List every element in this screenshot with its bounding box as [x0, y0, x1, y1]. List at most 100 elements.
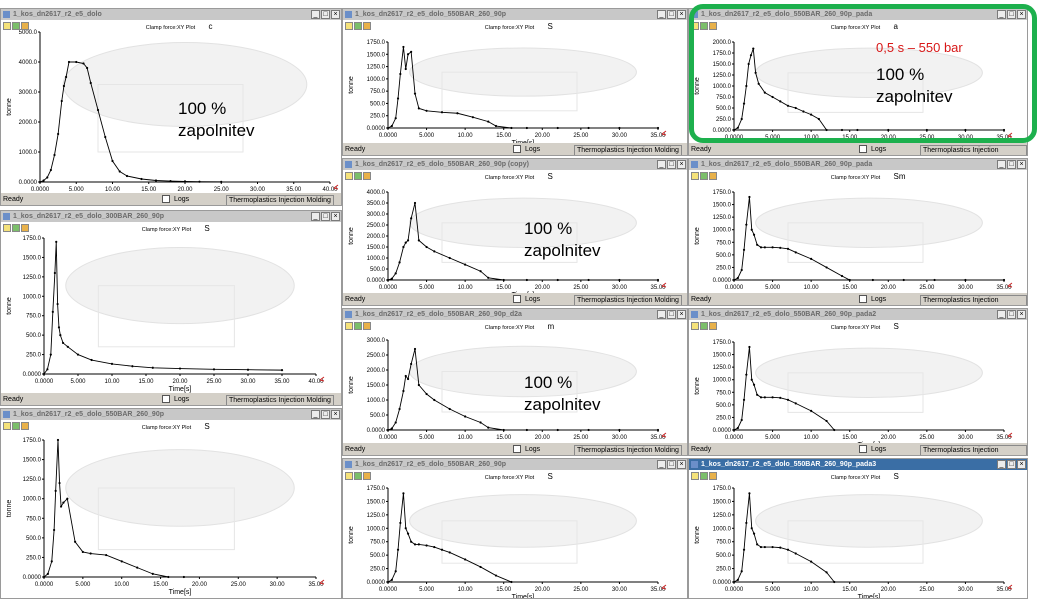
toolbar-play-icon[interactable]: [700, 22, 708, 30]
minimize-button[interactable]: _: [657, 460, 666, 469]
toolbar-info-icon[interactable]: [691, 322, 699, 330]
x-tick-label: 20.00: [881, 435, 897, 441]
close-button[interactable]: ×: [677, 460, 686, 469]
maximize-button[interactable]: □: [321, 410, 330, 419]
logs-checkbox[interactable]: Logs: [162, 194, 189, 205]
logs-checkbox[interactable]: Logs: [513, 294, 540, 305]
plot-window[interactable]: 1_kos_dn2617_r2_e5_dolo_550BAR_260_90p _…: [342, 458, 688, 599]
logs-checkbox[interactable]: Logs: [859, 294, 886, 305]
toolbar-settings-icon[interactable]: [363, 322, 371, 330]
logs-check-icon[interactable]: [513, 295, 521, 304]
plot-window[interactable]: 1_kos_dn2617_r2_e5_dolo_550BAR_260_90p (…: [342, 158, 688, 306]
toolbar-settings-icon[interactable]: [21, 22, 29, 30]
window-titlebar[interactable]: 1_kos_dn2617_r2_e5_dolo_550BAR_260_90p_p…: [689, 309, 1027, 321]
close-button[interactable]: ×: [331, 212, 340, 221]
toolbar-settings-icon[interactable]: [363, 172, 371, 180]
toolbar-play-icon[interactable]: [354, 22, 362, 30]
maximize-button[interactable]: □: [321, 10, 330, 19]
maximize-button[interactable]: □: [321, 212, 330, 221]
close-button[interactable]: ×: [1017, 310, 1026, 319]
close-button[interactable]: ×: [677, 310, 686, 319]
close-button[interactable]: ×: [331, 410, 340, 419]
maximize-button[interactable]: □: [1007, 460, 1016, 469]
window-title: 1_kos_dn2617_r2_e5_dolo_300BAR_260_90p: [13, 213, 164, 220]
logs-checkbox[interactable]: Logs: [513, 144, 540, 155]
plot-window[interactable]: 1_kos_dn2617_r2_e5_dolo_550BAR_260_90p _…: [342, 8, 688, 156]
toolbar-play-icon[interactable]: [354, 172, 362, 180]
toolbar-settings-icon[interactable]: [363, 22, 371, 30]
toolbar-info-icon[interactable]: [3, 224, 11, 232]
logs-check-icon[interactable]: [859, 145, 867, 154]
plot-window[interactable]: 1_kos_dn2617_r2_e5_dolo_550BAR_260_90p_p…: [688, 158, 1028, 306]
plot-window[interactable]: 1_kos_dn2617_r2_e5_dolo _ □ × 0.0000 1000.0…: [0, 8, 342, 206]
window-titlebar[interactable]: 1_kos_dn2617_r2_e5_dolo_300BAR_260_90p _…: [1, 211, 341, 223]
toolbar-settings-icon[interactable]: [709, 172, 717, 180]
close-button[interactable]: ×: [677, 10, 686, 19]
close-button[interactable]: ×: [1017, 460, 1026, 469]
plot-window[interactable]: 1_kos_dn2617_r2_e5_dolo_550BAR_260_90p_p…: [688, 8, 1028, 156]
toolbar-play-icon[interactable]: [700, 322, 708, 330]
toolbar-settings-icon[interactable]: [709, 472, 717, 480]
maximize-button[interactable]: □: [1007, 10, 1016, 19]
logs-check-icon[interactable]: [162, 395, 170, 404]
plot-window[interactable]: 1_kos_dn2617_r2_e5_dolo_550BAR_260_90p _…: [0, 408, 342, 599]
minimize-button[interactable]: _: [997, 460, 1006, 469]
minimize-button[interactable]: _: [997, 160, 1006, 169]
toolbar-play-icon[interactable]: [700, 172, 708, 180]
toolbar-info-icon[interactable]: [345, 172, 353, 180]
toolbar-play-icon[interactable]: [700, 472, 708, 480]
logs-checkbox[interactable]: Logs: [513, 444, 540, 455]
maximize-button[interactable]: □: [1007, 160, 1016, 169]
plot-window[interactable]: 1_kos_dn2617_r2_e5_dolo_300BAR_260_90p _…: [0, 210, 342, 406]
plot-window[interactable]: 1_kos_dn2617_r2_e5_dolo_550BAR_260_90p_p…: [688, 458, 1028, 599]
maximize-button[interactable]: □: [667, 160, 676, 169]
toolbar-info-icon[interactable]: [345, 472, 353, 480]
maximize-button[interactable]: □: [667, 460, 676, 469]
maximize-button[interactable]: □: [667, 310, 676, 319]
close-button[interactable]: ×: [331, 10, 340, 19]
logs-checkbox[interactable]: Logs: [859, 444, 886, 455]
toolbar-play-icon[interactable]: [12, 224, 20, 232]
toolbar-play-icon[interactable]: [12, 22, 20, 30]
minimize-button[interactable]: _: [311, 410, 320, 419]
axis-corner-icon: [333, 184, 339, 190]
maximize-button[interactable]: □: [667, 10, 676, 19]
window-titlebar[interactable]: 1_kos_dn2617_r2_e5_dolo_550BAR_260_90p (…: [343, 159, 687, 171]
toolbar-info-icon[interactable]: [691, 172, 699, 180]
logs-check-icon[interactable]: [859, 445, 867, 454]
minimize-button[interactable]: _: [311, 10, 320, 19]
toolbar-settings-icon[interactable]: [21, 422, 29, 430]
minimize-button[interactable]: _: [657, 10, 666, 19]
logs-checkbox[interactable]: Logs: [162, 394, 189, 405]
toolbar-info-icon[interactable]: [345, 22, 353, 30]
minimize-button[interactable]: _: [997, 10, 1006, 19]
plot-window[interactable]: 1_kos_dn2617_r2_e5_dolo_550BAR_260_90p_d…: [342, 308, 688, 456]
toolbar-info-icon[interactable]: [3, 22, 11, 30]
logs-check-icon[interactable]: [513, 445, 521, 454]
y-tick-label: 5000.0: [19, 30, 38, 36]
maximize-button[interactable]: □: [1007, 310, 1016, 319]
y-tick-label: 250.0: [716, 415, 732, 421]
close-button[interactable]: ×: [1017, 160, 1026, 169]
toolbar-play-icon[interactable]: [354, 472, 362, 480]
logs-check-icon[interactable]: [513, 145, 521, 154]
toolbar-settings-icon[interactable]: [709, 322, 717, 330]
toolbar-info-icon[interactable]: [345, 322, 353, 330]
plot-window[interactable]: 1_kos_dn2617_r2_e5_dolo_550BAR_260_90p_p…: [688, 308, 1028, 456]
toolbar-info-icon[interactable]: [3, 422, 11, 430]
toolbar-settings-icon[interactable]: [363, 472, 371, 480]
logs-check-icon[interactable]: [859, 295, 867, 304]
toolbar-info-icon[interactable]: [691, 472, 699, 480]
logs-checkbox[interactable]: Logs: [859, 144, 886, 155]
minimize-button[interactable]: _: [311, 212, 320, 221]
minimize-button[interactable]: _: [657, 160, 666, 169]
toolbar-settings-icon[interactable]: [21, 224, 29, 232]
series-point: [404, 241, 407, 244]
toolbar-play-icon[interactable]: [354, 322, 362, 330]
logs-check-icon[interactable]: [162, 195, 170, 204]
toolbar-settings-icon[interactable]: [709, 22, 717, 30]
minimize-button[interactable]: _: [997, 310, 1006, 319]
toolbar-play-icon[interactable]: [12, 422, 20, 430]
close-button[interactable]: ×: [677, 160, 686, 169]
minimize-button[interactable]: _: [657, 310, 666, 319]
